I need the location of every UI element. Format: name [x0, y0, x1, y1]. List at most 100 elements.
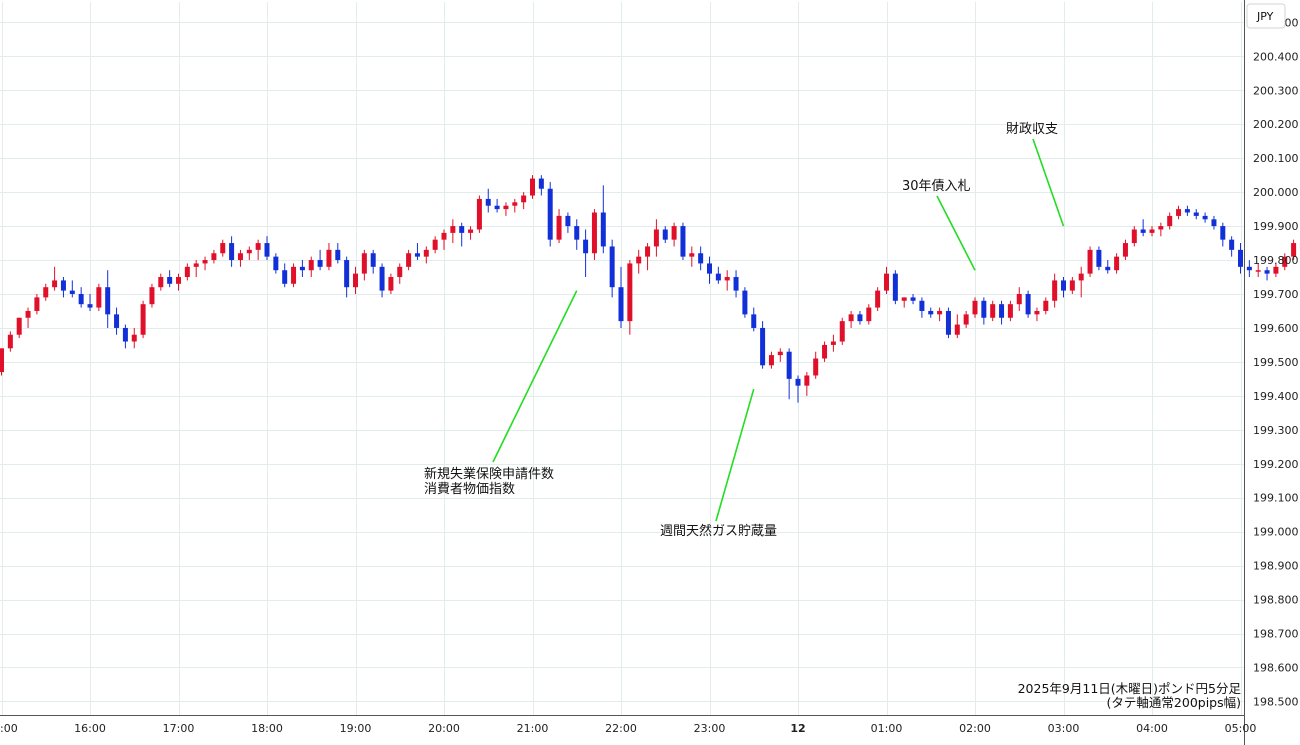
price-tick-label: 199.600: [1253, 322, 1299, 335]
candle-body: [397, 266, 403, 278]
annotation-leader-line: [492, 290, 578, 463]
candle-body: [43, 287, 49, 298]
candle-body: [875, 290, 881, 308]
candle-down: [680, 222, 686, 261]
candle-up: [255, 239, 261, 261]
time-tick-label: 18:00: [251, 722, 283, 735]
candle-body: [715, 273, 721, 281]
candle-body: [742, 290, 748, 315]
candle-body: [786, 351, 792, 379]
candle-down: [229, 236, 235, 267]
candle-body: [830, 341, 836, 345]
candle-body: [892, 273, 898, 301]
candle-down: [1184, 205, 1190, 216]
candle-body: [450, 226, 456, 233]
candle-up: [884, 266, 889, 294]
candle-body: [406, 253, 412, 267]
candle-body: [379, 266, 385, 291]
candle-body: [1034, 310, 1040, 315]
candle-down: [795, 375, 801, 403]
candle-body: [308, 260, 314, 271]
candle-down: [928, 307, 934, 318]
candle-up: [521, 192, 527, 210]
price-tick-label: 198.500: [1253, 695, 1299, 708]
candle-body: [600, 212, 606, 247]
candle-up: [158, 273, 164, 291]
price-tick-label: 199.900: [1253, 220, 1299, 233]
candle-body: [521, 195, 527, 203]
candle-up: [830, 334, 836, 352]
candle-body: [698, 253, 704, 264]
candle-body: [822, 344, 828, 359]
candle-up: [237, 249, 243, 267]
candle-body: [167, 277, 173, 284]
candle-body: [618, 287, 624, 322]
candle-down: [485, 188, 491, 213]
candle-down: [335, 243, 341, 264]
candle-up: [1158, 222, 1164, 237]
candle-body: [1273, 266, 1279, 274]
candle-body: [1096, 249, 1102, 267]
candle-up: [1282, 253, 1288, 271]
candle-body: [547, 188, 553, 240]
candle-up: [972, 297, 978, 318]
candle-body: [326, 249, 332, 267]
price-tick-label: 199.700: [1253, 288, 1299, 301]
candle-body: [34, 297, 40, 311]
candle-up: [326, 243, 332, 271]
candle-up: [246, 246, 252, 261]
candle-down: [698, 246, 704, 271]
candle-up: [954, 314, 960, 339]
price-tick-label: 198.800: [1253, 594, 1299, 607]
candle-body: [149, 287, 155, 305]
time-tick-label: 17:00: [163, 722, 195, 735]
candle-body: [760, 327, 766, 366]
candle-body: [662, 229, 668, 240]
candle-body: [52, 280, 58, 288]
candle-body: [627, 263, 633, 322]
candle-up: [184, 263, 190, 281]
candle-body: [857, 314, 863, 322]
candle-body: [1202, 215, 1208, 220]
candle-body: [503, 205, 509, 210]
candle-body: [795, 378, 801, 386]
candle-up: [1273, 263, 1279, 278]
candle-down: [919, 297, 925, 318]
candle-down: [299, 260, 305, 278]
candle-up: [671, 222, 677, 247]
price-tick-label: 200.200: [1253, 118, 1299, 131]
candle-body: [122, 327, 128, 342]
candle-up: [1043, 297, 1049, 315]
annotation-label: 週間天然ガス貯蔵量: [660, 523, 777, 539]
price-tick-label: 198.700: [1253, 628, 1299, 641]
candle-body: [1114, 256, 1120, 271]
candle-down: [78, 287, 84, 308]
candle-up: [202, 256, 208, 271]
candle-body: [344, 260, 350, 288]
candle-body: [954, 324, 960, 335]
candle-body: [636, 256, 642, 264]
candle-down: [1246, 260, 1252, 278]
candle-body: [1282, 256, 1288, 267]
candle-up: [636, 249, 642, 274]
candle-up: [43, 283, 49, 301]
candle-body: [1264, 270, 1270, 274]
candle-up: [193, 260, 199, 278]
candle-up: [1087, 246, 1093, 278]
candle-body: [1087, 249, 1093, 274]
candle-up: [848, 310, 854, 328]
candle-up: [131, 327, 137, 349]
candle-body: [945, 310, 951, 335]
candle-up: [813, 351, 819, 379]
candle-body: [432, 239, 438, 250]
candle-up: [1122, 239, 1128, 261]
candle-up: [423, 246, 429, 264]
candle-down: [370, 249, 376, 274]
candle-up: [937, 307, 943, 322]
candle-body: [7, 334, 13, 349]
candle-up: [822, 341, 828, 362]
candle-up: [1016, 287, 1022, 311]
candle-body: [645, 246, 651, 257]
candle-body: [105, 287, 111, 315]
